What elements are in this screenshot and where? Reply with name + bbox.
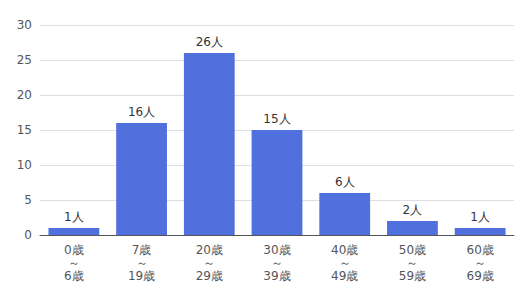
svg-text:25: 25	[17, 53, 32, 67]
svg-text:2人: 2人	[403, 203, 423, 217]
svg-text:1人: 1人	[470, 210, 490, 224]
svg-text:19歳: 19歳	[128, 269, 155, 283]
svg-text:59歳: 59歳	[399, 269, 426, 283]
svg-text:15人: 15人	[263, 112, 290, 126]
svg-text:10: 10	[17, 158, 32, 172]
svg-text:～: ～	[68, 256, 80, 270]
svg-text:40歳: 40歳	[331, 243, 358, 257]
svg-text:6人: 6人	[335, 175, 355, 189]
svg-text:～: ～	[203, 256, 215, 270]
svg-text:～: ～	[474, 256, 486, 270]
svg-text:～: ～	[339, 256, 351, 270]
svg-text:20: 20	[17, 88, 32, 102]
svg-text:20歳: 20歳	[196, 243, 223, 257]
svg-text:7歳: 7歳	[132, 243, 152, 257]
svg-text:～: ～	[136, 256, 148, 270]
svg-text:16人: 16人	[128, 105, 155, 119]
svg-text:0歳: 0歳	[64, 243, 84, 257]
svg-text:39歳: 39歳	[263, 269, 290, 283]
svg-text:69歳: 69歳	[467, 269, 494, 283]
svg-text:6歳: 6歳	[64, 269, 84, 283]
svg-text:30: 30	[17, 18, 32, 32]
svg-text:15: 15	[17, 123, 32, 137]
svg-text:50歳: 50歳	[399, 243, 426, 257]
svg-text:～: ～	[406, 256, 418, 270]
svg-text:49歳: 49歳	[331, 269, 358, 283]
svg-text:5: 5	[24, 193, 32, 207]
svg-text:26人: 26人	[196, 35, 223, 49]
svg-text:60歳: 60歳	[467, 243, 494, 257]
svg-text:0: 0	[24, 228, 32, 242]
svg-text:29歳: 29歳	[196, 269, 223, 283]
svg-text:30歳: 30歳	[263, 243, 290, 257]
svg-text:～: ～	[271, 256, 283, 270]
svg-text:1人: 1人	[64, 210, 84, 224]
